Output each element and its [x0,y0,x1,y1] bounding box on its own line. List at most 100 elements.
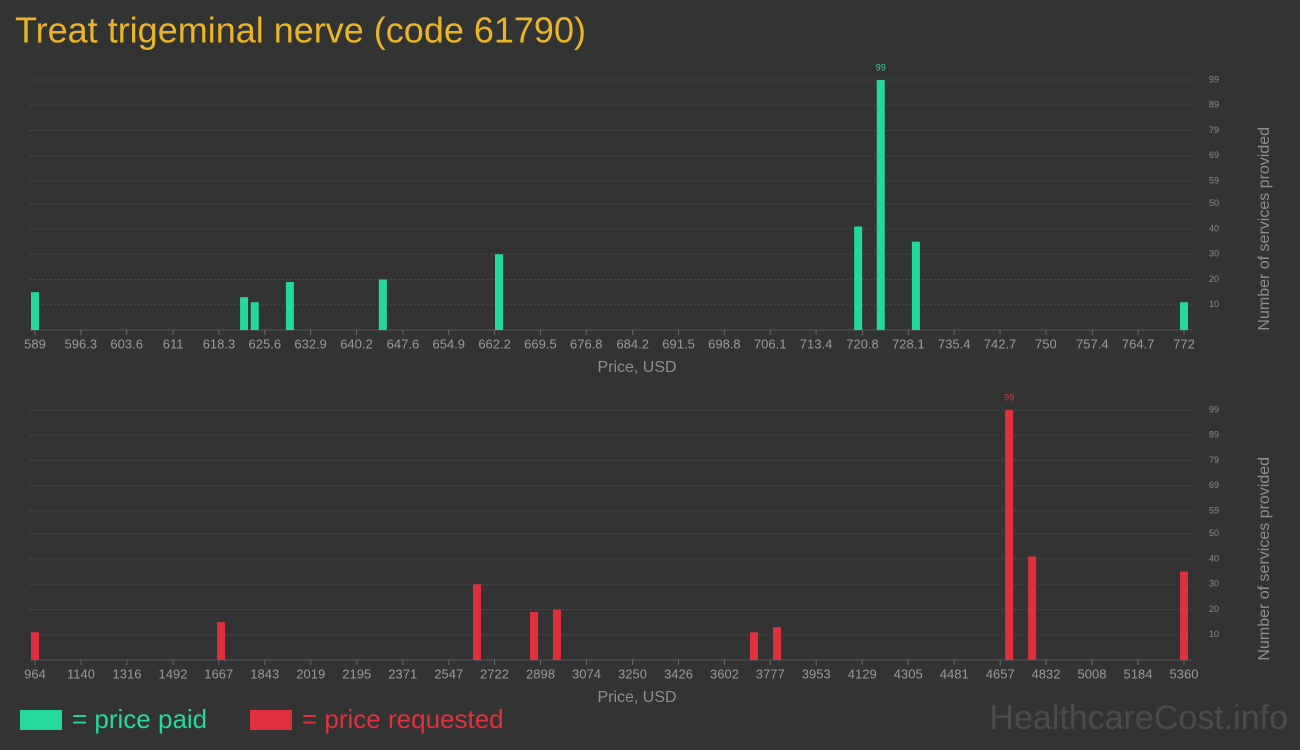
x-tick-label: 691.5 [662,336,695,351]
y-tick-label: 59 [1209,505,1219,515]
x-tick-label: 4657 [986,666,1015,681]
x-tick-label: 3777 [756,666,785,681]
legend-label: = price requested [302,704,504,734]
bar [529,612,538,660]
y-tick-label: 50 [1209,198,1219,208]
x-tick-label: 1492 [159,666,188,681]
x-tick-label: 764.7 [1122,336,1155,351]
x-tick-label: 1316 [113,666,142,681]
y-tick-label: 69 [1209,480,1219,490]
x-tick-label: 2195 [342,666,371,681]
x-tick-label: 698.8 [708,336,741,351]
bar [773,627,782,660]
x-tick-label: 757.4 [1076,336,1109,351]
bar [1180,302,1188,330]
x-axis-label: Price, USD [597,359,676,376]
x-tick-label: 735.4 [938,336,971,351]
y-tick-label: 99 [1209,74,1219,84]
y-tick-label: 10 [1209,299,1219,309]
x-tick-label: 713.4 [800,336,833,351]
y-tick-label: 40 [1209,553,1219,563]
y-tick-label: 30 [1209,249,1219,259]
x-tick-label: 1667 [204,666,233,681]
y-tick-label: 50 [1209,528,1219,538]
bar [250,302,259,330]
bar [494,254,503,330]
x-tick-label: 2547 [434,666,463,681]
x-tick-label: 4481 [940,666,969,681]
chart-title: Treat trigeminal nerve (code 61790) [15,10,586,51]
bar [31,632,39,660]
x-tick-label: 3953 [802,666,831,681]
x-tick-label: 676.8 [570,336,603,351]
y-tick-label: 89 [1209,430,1219,440]
data-label: 99 [1004,392,1014,402]
watermark: HealthcareCost.info [989,699,1288,737]
x-tick-label: 4305 [894,666,923,681]
x-tick-label: 964 [24,666,46,681]
x-tick-label: 669.5 [524,336,557,351]
x-tick-label: 2722 [480,666,509,681]
bar [217,622,226,660]
y-tick-label: 79 [1209,125,1219,135]
bar [240,297,249,330]
bar [472,584,481,660]
x-tick-label: 5008 [1078,666,1107,681]
x-tick-label: 618.3 [203,336,236,351]
x-tick-label: 3426 [664,666,693,681]
x-tick-label: 772 [1173,336,1195,351]
y-tick-label: 79 [1209,455,1219,465]
x-tick-label: 654.9 [432,336,465,351]
x-tick-label: 603.6 [110,336,143,351]
bar [876,80,885,331]
bar [552,609,561,660]
x-tick-label: 647.6 [387,336,420,351]
bar [854,226,863,330]
bar [1028,556,1037,660]
y-tick-label: 20 [1209,274,1219,284]
y-axis-label: Number of services provided [1256,127,1273,331]
x-tick-label: 589 [24,336,46,351]
y-tick-label: 20 [1209,604,1219,614]
x-tick-label: 1843 [250,666,279,681]
x-tick-label: 2019 [296,666,325,681]
bar [378,279,387,330]
y-tick-label: 10 [1209,629,1219,639]
x-tick-label: 2371 [388,666,417,681]
x-tick-label: 611 [163,336,184,351]
y-tick-label: 59 [1209,175,1219,185]
y-tick-label: 30 [1209,579,1219,589]
x-tick-label: 596.3 [65,336,98,351]
y-tick-label: 89 [1209,100,1219,110]
y-axis-label: Number of services provided [1256,457,1273,661]
x-tick-label: 632.9 [294,336,327,351]
x-tick-label: 750 [1035,336,1057,351]
x-tick-label: 684.2 [616,336,649,351]
x-tick-label: 706.1 [754,336,787,351]
x-tick-label: 742.7 [984,336,1017,351]
x-tick-label: 3074 [572,666,601,681]
y-tick-label: 69 [1209,150,1219,160]
bar [750,632,759,660]
x-tick-label: 640.2 [340,336,373,351]
bar [1005,410,1014,660]
x-tick-label: 5184 [1124,666,1153,681]
legend-swatch [250,710,292,730]
bar [285,282,294,330]
bar [31,292,39,330]
legend-swatch [20,710,62,730]
y-tick-label: 99 [1209,404,1219,414]
x-tick-label: 728.1 [892,336,925,351]
x-tick-label: 662.2 [478,336,511,351]
x-tick-label: 720.8 [846,336,879,351]
x-tick-label: 2898 [526,666,555,681]
data-label: 99 [876,62,886,72]
x-axis-label: Price, USD [597,689,676,706]
x-tick-label: 4832 [1032,666,1061,681]
x-tick-label: 3602 [710,666,739,681]
x-tick-label: 1140 [67,666,95,681]
bar [1180,571,1188,660]
bar [911,241,920,330]
